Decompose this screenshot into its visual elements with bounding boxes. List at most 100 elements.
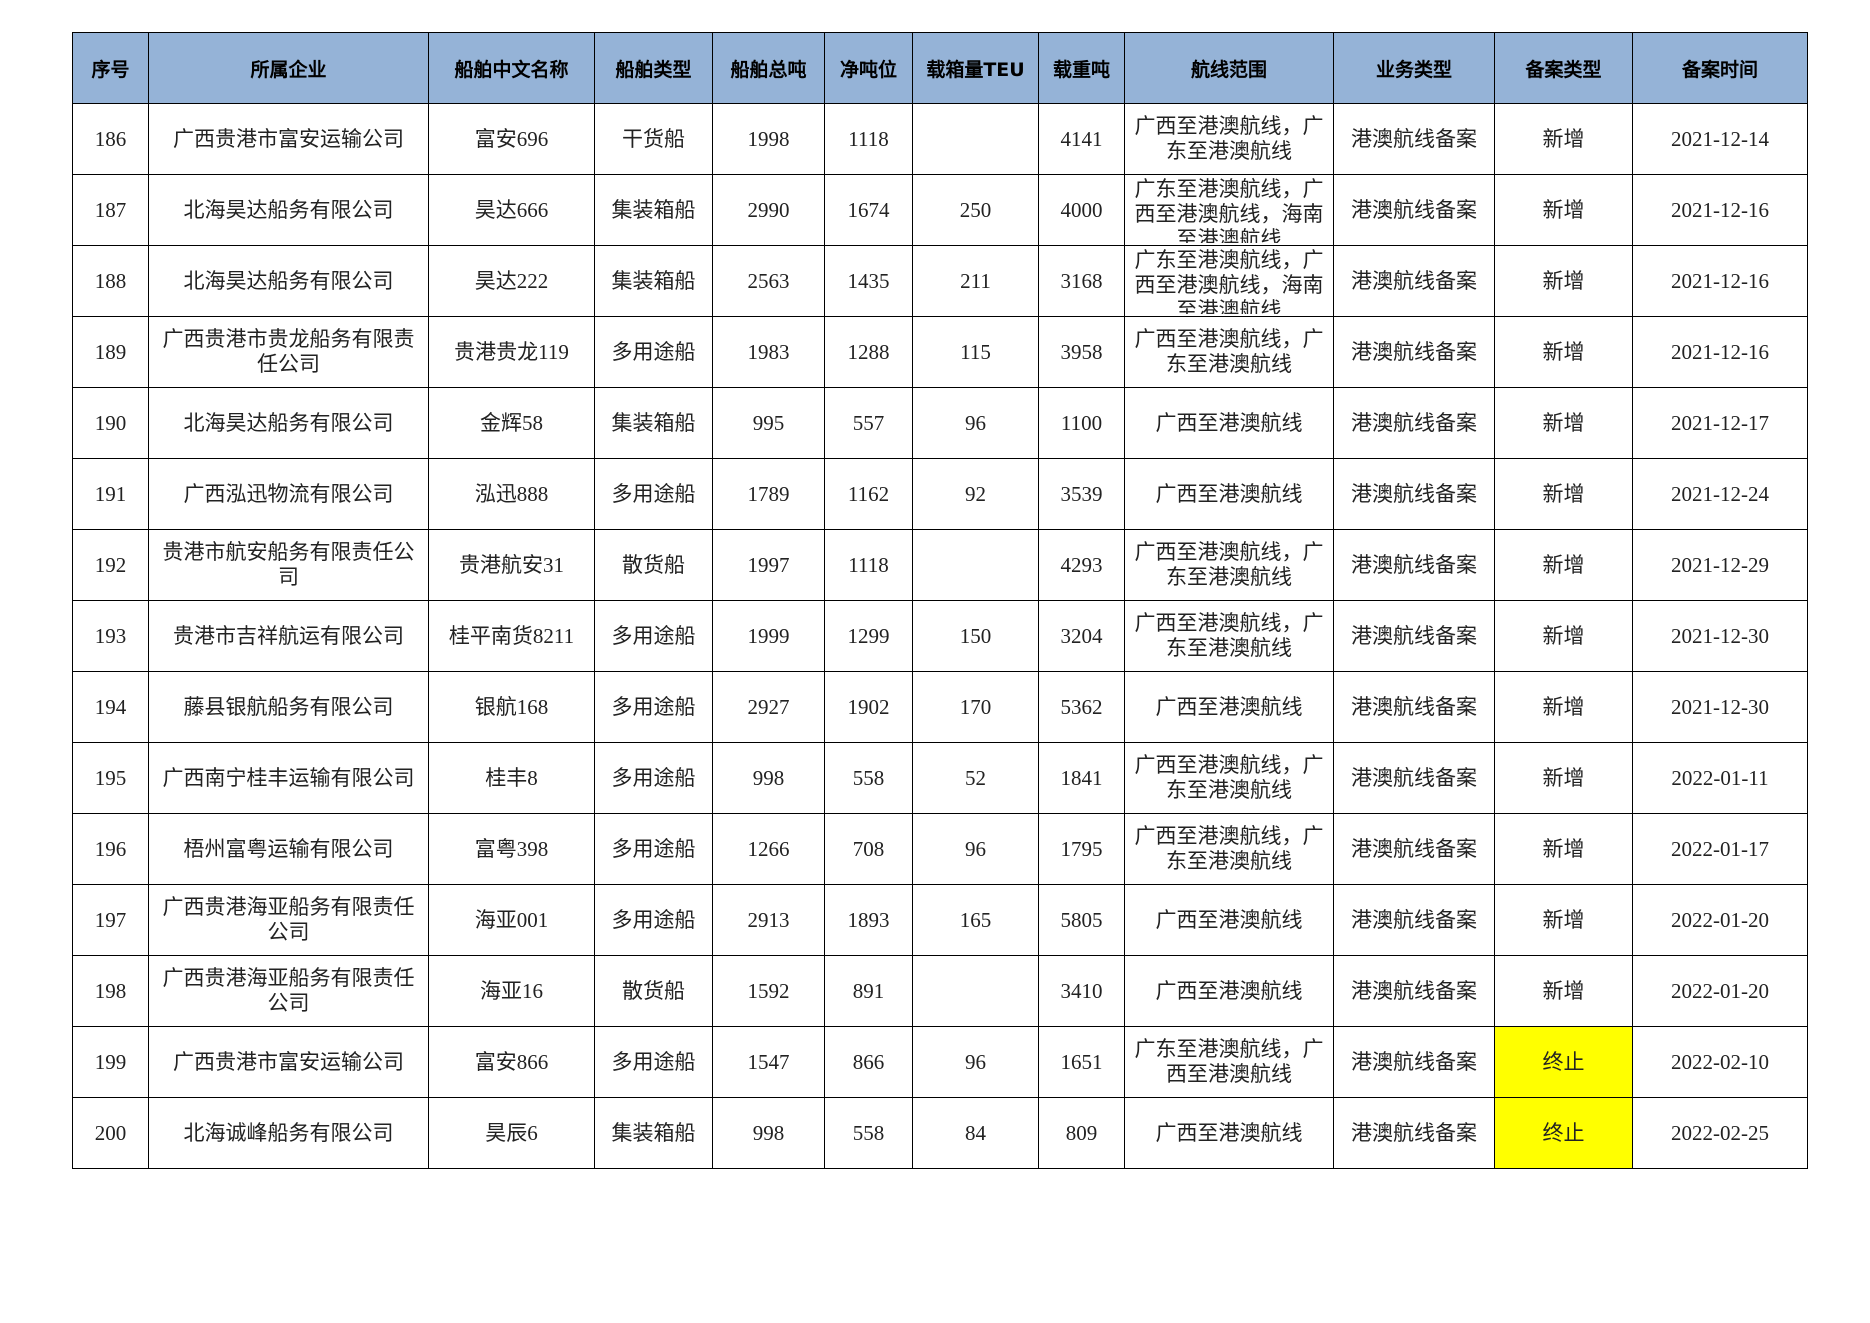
- table-cell: 1118: [824, 529, 913, 601]
- cell-text: 2022-01-17: [1671, 836, 1769, 861]
- cell-text: 2022-02-10: [1671, 1049, 1769, 1074]
- table-cell: 桂平南货8211: [428, 600, 595, 672]
- table-cell: 多用途船: [594, 813, 713, 885]
- table-cell: 1998: [712, 103, 825, 175]
- table-row: 186 广西贵港市富安运输公司 富安696 干货船 1998 1118 4141 广西至港澳航…: [72, 103, 1808, 175]
- cell-text: 集装箱船: [611, 410, 696, 435]
- cell-text: 昊辰6: [485, 1120, 538, 1145]
- cell-text: 2022-01-20: [1671, 978, 1769, 1003]
- table-cell: 昊达666: [428, 174, 595, 246]
- table-cell: 1288: [824, 316, 913, 388]
- table-cell: 198: [72, 955, 149, 1027]
- table-cell: 广西至港澳航线，广东至港澳航线: [1124, 103, 1334, 175]
- cell-text: 4141: [1060, 126, 1103, 151]
- table-cell: 新增: [1494, 742, 1633, 814]
- table-body: 186 广西贵港市富安运输公司 富安696 干货船 1998 1118 4141 广西至港澳航…: [72, 103, 1808, 1169]
- cell-text: 集装箱船: [611, 268, 696, 293]
- cell-text: 干货船: [622, 126, 685, 151]
- table-cell: 186: [72, 103, 149, 175]
- cell-text: 广西贵港海亚船务有限责任公司: [162, 895, 415, 944]
- cell-text: 广西至港澳航线，广东至港澳航线: [1134, 611, 1324, 660]
- cell-text: 2563: [747, 268, 790, 293]
- cell-text: 2021-12-17: [1671, 410, 1769, 435]
- cell-text: 北海昊达船务有限公司: [183, 268, 394, 293]
- cell-text: 广西至港澳航线: [1155, 1120, 1303, 1145]
- cell-text: 终止: [1542, 1120, 1585, 1145]
- table-cell: 梧州富粤运输有限公司: [148, 813, 429, 885]
- cell-text: 809: [1065, 1120, 1098, 1145]
- cell-text: 新增: [1542, 978, 1585, 1003]
- cell-text: 1674: [847, 197, 890, 222]
- table-cell: 2021-12-17: [1632, 387, 1808, 459]
- cell-text: 广西至港澳航线，广东至港澳航线: [1134, 540, 1324, 589]
- cell-text: 港澳航线备案: [1351, 978, 1477, 1003]
- table-cell: 北海昊达船务有限公司: [148, 174, 429, 246]
- cell-text: 557: [852, 410, 885, 435]
- table-cell: 散货船: [594, 955, 713, 1027]
- cell-text: 新增: [1542, 907, 1585, 932]
- cell-text: 1118: [848, 126, 889, 151]
- cell-text: 187: [94, 197, 127, 222]
- column-header: 航线范围: [1124, 32, 1334, 104]
- table-cell: 新增: [1494, 813, 1633, 885]
- cell-text: 港澳航线备案: [1351, 197, 1477, 222]
- cell-text: 广西至港澳航线: [1155, 907, 1303, 932]
- table-cell: 708: [824, 813, 913, 885]
- table-cell: 2021-12-24: [1632, 458, 1808, 530]
- table-cell: 2021-12-14: [1632, 103, 1808, 175]
- table-cell: 2022-02-25: [1632, 1097, 1808, 1169]
- table-cell: 新增: [1494, 529, 1633, 601]
- table-cell: [912, 955, 1039, 1027]
- table-cell: 广西至港澳航线: [1124, 884, 1334, 956]
- cell-text: 866: [852, 1049, 885, 1074]
- table-cell: [912, 529, 1039, 601]
- cell-text: 昊达222: [474, 268, 549, 293]
- table-cell: 广西至港澳航线，广东至港澳航线: [1124, 600, 1334, 672]
- table-cell: 1795: [1038, 813, 1125, 885]
- table-row: 199 广西贵港市富安运输公司 富安866 多用途船 1547 866 96 1651 广东至港…: [72, 1026, 1808, 1098]
- table-cell: 3168: [1038, 245, 1125, 317]
- table-cell: 广西贵港市富安运输公司: [148, 1026, 429, 1098]
- table-cell: 多用途船: [594, 1026, 713, 1098]
- cell-text: 广西贵港海亚船务有限责任公司: [162, 966, 415, 1015]
- table-cell: 富安696: [428, 103, 595, 175]
- table-cell: 多用途船: [594, 671, 713, 743]
- cell-text: 2913: [747, 907, 790, 932]
- cell-text: 96: [965, 836, 986, 861]
- table-cell: 3410: [1038, 955, 1125, 1027]
- table-cell: 广东至港澳航线，广西至港澳航线，海南至港澳航线: [1124, 174, 1334, 246]
- cell-text: 散货船: [622, 978, 685, 1003]
- cell-text: 995: [752, 410, 785, 435]
- table-cell: 995: [712, 387, 825, 459]
- cell-text: 2021-12-16: [1671, 339, 1769, 364]
- table-cell: 多用途船: [594, 600, 713, 672]
- cell-text: 3204: [1060, 623, 1103, 648]
- column-header: 船舶中文名称: [428, 32, 595, 104]
- cell-text: 96: [965, 410, 986, 435]
- table-cell: 港澳航线备案: [1333, 458, 1495, 530]
- table-cell: 1983: [712, 316, 825, 388]
- table-cell: 195: [72, 742, 149, 814]
- table-cell: 海亚001: [428, 884, 595, 956]
- cell-text: 广西至港澳航线: [1155, 481, 1303, 506]
- cell-text: 5805: [1060, 907, 1103, 932]
- cell-text: 终止: [1542, 1049, 1585, 1074]
- table-cell: 港澳航线备案: [1333, 600, 1495, 672]
- cell-text: 港澳航线备案: [1351, 694, 1477, 719]
- table-cell: 富安866: [428, 1026, 595, 1098]
- cell-text: 贵港贵龙119: [454, 339, 569, 364]
- table-cell: 终止: [1494, 1026, 1633, 1098]
- cell-text: 2021-12-29: [1671, 552, 1769, 577]
- column-header: 所属企业: [148, 32, 429, 104]
- table-cell: 银航168: [428, 671, 595, 743]
- cell-text: 梧州富粤运输有限公司: [183, 836, 394, 861]
- table-cell: 北海昊达船务有限公司: [148, 245, 429, 317]
- table-row: 193 贵港市吉祥航运有限公司 桂平南货8211 多用途船 1999 1299 150 320…: [72, 600, 1808, 672]
- table-cell: 港澳航线备案: [1333, 671, 1495, 743]
- table-cell: 1651: [1038, 1026, 1125, 1098]
- table-row: 196 梧州富粤运输有限公司 富粤398 多用途船 1266 708 96 1795 广西至港澳…: [72, 813, 1808, 885]
- cell-text: 191: [94, 481, 127, 506]
- cell-text: 52: [965, 765, 986, 790]
- table-cell: 终止: [1494, 1097, 1633, 1169]
- table-cell: 新增: [1494, 955, 1633, 1027]
